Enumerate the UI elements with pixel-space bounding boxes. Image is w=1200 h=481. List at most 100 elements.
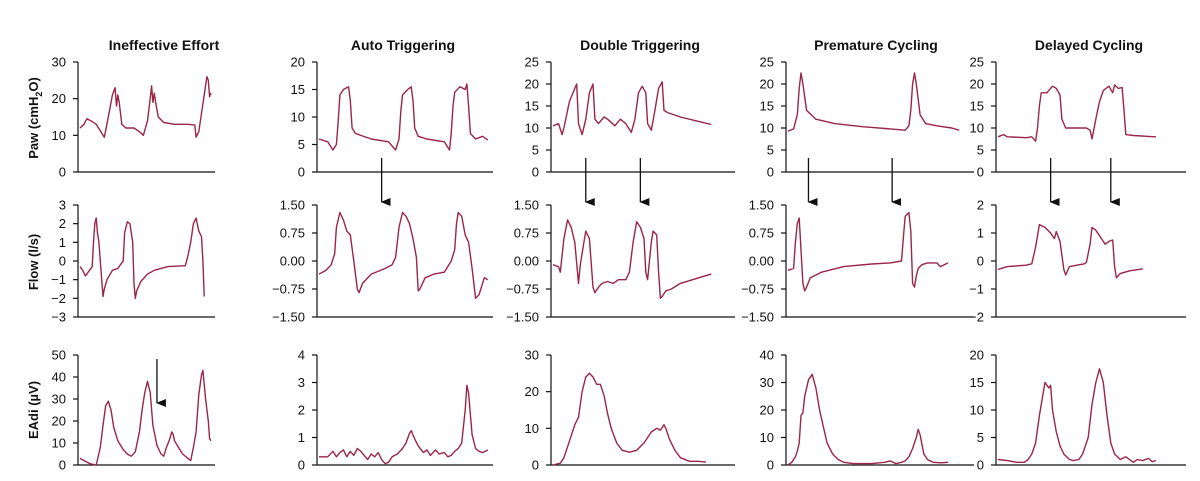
y-tick-label: 10: [970, 121, 984, 136]
y-tick-label: 40: [52, 370, 66, 385]
panel-flow-ineffective-effort: 3 2 1 0 −1 −2 −3: [51, 198, 215, 325]
waveform-trace: [787, 211, 949, 292]
y-tick-label: 1.50: [749, 198, 774, 213]
waveform-trace: [787, 72, 960, 132]
y-tick-label: 3: [298, 375, 305, 390]
panel-flow-delayed-cycling: 2 1 0 −1 −2: [969, 198, 1186, 325]
y-tick-label: 0: [767, 458, 774, 473]
y-tick-label: 25: [525, 55, 539, 70]
column-title-double-triggering: Double Triggering: [580, 37, 700, 53]
y-tick-label: 1: [298, 430, 305, 445]
y-tick-label: 20: [970, 348, 984, 363]
y-tick-label: −1: [969, 282, 984, 297]
y-tick-label: 1: [977, 226, 984, 241]
y-tick-label: 20: [291, 55, 305, 70]
row-label-eadi: EAdi (µV): [26, 381, 41, 439]
y-tick-label: 1.50: [280, 198, 305, 213]
y-tick-label: 20: [52, 91, 66, 106]
panel-eadi-ineffective-effort: 50 40 30 20 10 0: [52, 348, 215, 473]
panel-paw-ineffective-effort: 30 20 10 0: [52, 55, 215, 180]
panel-flow-double-triggering: 1.50 0.75 0.00 −0.75 −1.50: [506, 198, 735, 325]
y-tick-label: 1: [59, 235, 66, 250]
y-tick-label: 15: [970, 99, 984, 114]
waveform-trace: [79, 76, 212, 138]
y-tick-label: 10: [525, 421, 539, 436]
waveform-trace: [552, 219, 712, 299]
waveform-trace: [79, 369, 212, 466]
y-tick-label: 25: [970, 55, 984, 70]
y-tick-label: 30: [52, 55, 66, 70]
y-tick-label: 40: [760, 348, 774, 363]
y-tick-label: −0.75: [741, 282, 774, 297]
waveform-trace: [79, 217, 205, 299]
panel-eadi-delayed-cycling: 20 15 10 5 0: [970, 348, 1186, 473]
y-tick-label: 2: [977, 198, 984, 213]
y-tick-label: 50: [52, 348, 66, 363]
y-tick-label: 20: [525, 384, 539, 399]
panel-paw-auto-triggering: 20 15 10 5 0: [291, 55, 493, 206]
panel-eadi-premature-cycling: 40 30 20 10 0: [760, 348, 974, 473]
y-tick-label: 0: [59, 254, 66, 269]
panel-eadi-auto-triggering: 4 3 2 1 0: [298, 348, 493, 473]
y-tick-label: 5: [977, 430, 984, 445]
y-tick-label: 20: [525, 77, 539, 92]
y-tick-label: 0: [977, 458, 984, 473]
row-label-flow: Flow (l/s): [26, 234, 41, 290]
y-tick-label: 15: [525, 99, 539, 114]
y-tick-label: 4: [298, 348, 305, 363]
y-tick-label: 30: [760, 375, 774, 390]
waveform-trace: [997, 368, 1157, 463]
y-tick-label: −0.75: [272, 282, 305, 297]
y-tick-label: −2: [51, 291, 66, 306]
y-tick-label: 15: [970, 375, 984, 390]
panels-layer: 3020100201510502520151050252015105025201…: [51, 55, 1186, 473]
y-tick-label: −2: [969, 310, 984, 325]
panel-eadi-double-triggering: 30 20 10 0: [525, 348, 735, 473]
y-tick-label: 0.75: [280, 226, 305, 241]
y-tick-label: −0.75: [506, 282, 539, 297]
y-tick-label: 0: [532, 458, 539, 473]
y-tick-label: −3: [51, 310, 66, 325]
waveform-trace: [997, 84, 1156, 142]
y-tick-label: 0.00: [280, 254, 305, 269]
y-tick-label: −1.50: [272, 310, 305, 325]
y-tick-label: 5: [532, 143, 539, 158]
waveform-trace: [552, 372, 706, 466]
y-tick-label: 2: [298, 403, 305, 418]
column-title-ineffective-effort: Ineffective Effort: [109, 37, 220, 53]
column-title-auto-triggering: Auto Triggering: [351, 37, 455, 53]
y-tick-label: 2: [59, 216, 66, 231]
y-tick-label: 5: [977, 143, 984, 158]
panel-flow-auto-triggering: 1.50 0.75 0.00 −0.75 −1.50: [272, 198, 493, 325]
y-tick-label: 20: [760, 403, 774, 418]
y-tick-label: 10: [970, 403, 984, 418]
y-tick-label: 30: [525, 348, 539, 363]
y-tick-label: 10: [52, 436, 66, 451]
y-tick-label: 0: [767, 165, 774, 180]
waveform-trace: [319, 384, 489, 465]
y-tick-label: 10: [760, 430, 774, 445]
y-tick-label: 5: [298, 137, 305, 152]
y-tick-label: 0.00: [749, 254, 774, 269]
y-tick-label: 10: [291, 110, 305, 125]
panel-paw-premature-cycling: 25 20 15 10 5 0: [760, 55, 974, 206]
y-tick-label: 20: [970, 77, 984, 92]
y-tick-label: 0: [59, 165, 66, 180]
waveform-trace: [787, 373, 949, 466]
y-tick-label: −1: [51, 272, 66, 287]
y-tick-label: 0.75: [514, 226, 539, 241]
column-title-premature-cycling: Premature Cycling: [814, 37, 938, 53]
waveform-trace: [318, 83, 489, 151]
panel-flow-premature-cycling: 1.50 0.75 0.00 −0.75 −1.50: [741, 198, 974, 325]
y-tick-label: 0: [298, 165, 305, 180]
y-tick-label: 5: [767, 143, 774, 158]
y-tick-label: 0: [59, 458, 66, 473]
waveform-trace: [997, 223, 1143, 279]
y-tick-label: 1.50: [514, 198, 539, 213]
y-tick-label: 10: [52, 128, 66, 143]
y-tick-label: 0: [977, 254, 984, 269]
y-tick-label: 15: [760, 99, 774, 114]
y-tick-label: 15: [291, 82, 305, 97]
y-tick-label: 0: [532, 165, 539, 180]
